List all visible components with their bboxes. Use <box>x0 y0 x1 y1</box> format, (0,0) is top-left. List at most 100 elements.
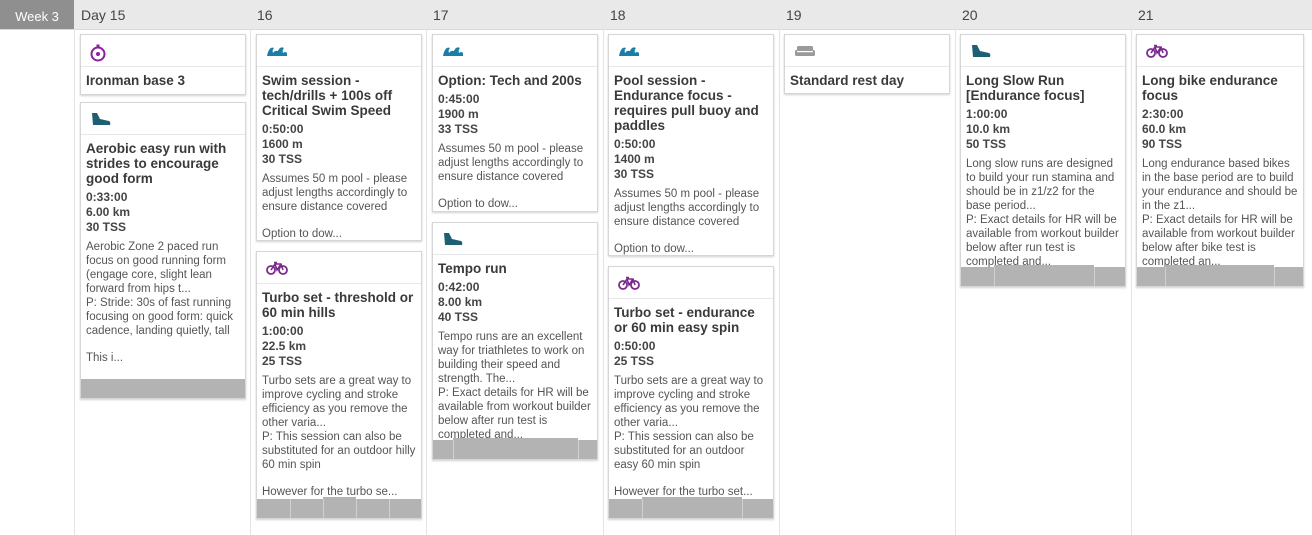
day-header-19: 19 <box>786 7 802 23</box>
column-divider <box>603 29 604 535</box>
workout-more-text: This i... <box>86 352 124 364</box>
workout-more-text: Option to dow... <box>262 228 342 240</box>
workout-title: Long bike endurance focus <box>1142 73 1278 103</box>
workout-duration: 1:00:00 <box>966 107 1008 121</box>
card-icon-row <box>785 35 949 67</box>
workout-description: Assumes 50 m pool - please adjust length… <box>438 143 584 183</box>
workout-card-turbo-threshold[interactable]: Turbo set - threshold or 60 min hills 1:… <box>256 251 422 519</box>
workout-title: Turbo set - threshold or 60 min hills <box>262 290 414 320</box>
workout-card-turbo-endurance[interactable]: Turbo set - endurance or 60 min easy spi… <box>608 266 774 519</box>
day-header-18: 18 <box>610 7 626 23</box>
week-header: Week 3 Day 15 16 17 18 19 20 21 <box>0 0 1312 30</box>
workout-tss: 33 TSS <box>438 122 479 136</box>
swim-wave-icon <box>618 44 639 58</box>
workout-title: Turbo set - endurance or 60 min easy spi… <box>614 305 755 335</box>
workout-more-text: However for the turbo set... <box>614 486 753 498</box>
column-divider <box>426 29 427 535</box>
workout-card-tempo-run[interactable]: Tempo run 0:42:00 8.00 km 40 TSS Tempo r… <box>432 222 598 460</box>
card-icon-row <box>1137 35 1303 67</box>
workout-tss: 50 TSS <box>966 137 1007 151</box>
workout-more-text: Option to dow... <box>614 243 694 255</box>
workout-card-swim-tech[interactable]: Swim session - tech/drills + 100s off Cr… <box>256 34 422 241</box>
card-footer-bar <box>961 265 1125 286</box>
workout-title: Long Slow Run [Endurance focus] <box>966 73 1085 103</box>
bike-icon <box>1146 44 1168 58</box>
workout-tss: 30 TSS <box>262 152 303 166</box>
workout-more-text: Option to dow... <box>438 198 518 210</box>
workout-distance: 6.00 km <box>86 205 131 219</box>
workout-distance: 1600 m <box>262 137 303 151</box>
workout-description: Long endurance based bikes in the base p… <box>1142 158 1298 268</box>
column-divider <box>1131 29 1132 535</box>
column-divider <box>250 29 251 535</box>
day-header-20: 20 <box>962 7 978 23</box>
workout-duration: 0:33:00 <box>86 190 128 204</box>
card-footer-bar <box>433 438 597 459</box>
column-divider <box>779 29 780 535</box>
workout-card-swim-200s[interactable]: Option: Tech and 200s 0:45:00 1900 m 33 … <box>432 34 598 212</box>
workout-title: Tempo run <box>438 261 507 276</box>
workout-duration: 0:50:00 <box>262 122 304 136</box>
card-icon-row <box>609 35 773 67</box>
workout-title: Standard rest day <box>790 73 905 88</box>
workout-card-rest-day[interactable]: Standard rest day <box>784 34 950 94</box>
card-icon-row <box>961 35 1125 67</box>
workout-distance: 1400 m <box>614 152 655 166</box>
workout-title: Aerobic easy run with strides to encoura… <box>86 141 227 186</box>
card-footer-bar <box>609 497 773 518</box>
workout-tss: 25 TSS <box>262 354 303 368</box>
workout-card-ironman-base[interactable]: Ironman base 3 <box>80 34 246 95</box>
week-label: Week 3 <box>0 0 74 29</box>
day-header-16: 16 <box>257 7 273 23</box>
workout-description: Assumes 50 m pool - please adjust length… <box>262 173 408 213</box>
workout-more-text: However for the turbo se... <box>262 486 398 498</box>
bike-icon <box>618 276 640 290</box>
swim-wave-icon <box>442 44 463 58</box>
workout-duration: 1:00:00 <box>262 324 304 338</box>
workout-tss: 40 TSS <box>438 310 479 324</box>
workout-card-long-bike[interactable]: Long bike endurance focus 2:30:00 60.0 k… <box>1136 34 1304 287</box>
workout-distance: 22.5 km <box>262 339 307 353</box>
workout-card-long-slow-run[interactable]: Long Slow Run [Endurance focus] 1:00:00 … <box>960 34 1126 287</box>
card-footer-bar <box>257 497 421 518</box>
workout-duration: 0:45:00 <box>438 92 480 106</box>
running-shoe-icon <box>970 44 991 58</box>
workout-duration: 0:42:00 <box>438 280 480 294</box>
day-header-17: 17 <box>433 7 449 23</box>
workout-card-pool-endurance[interactable]: Pool session - Endurance focus - require… <box>608 34 774 256</box>
card-icon-row <box>81 103 245 135</box>
workout-duration: 0:50:00 <box>614 137 656 151</box>
couch-icon <box>794 44 815 58</box>
day-header-21: 21 <box>1138 7 1154 23</box>
workout-distance: 60.0 km <box>1142 122 1187 136</box>
card-icon-row <box>433 35 597 67</box>
workout-tss: 90 TSS <box>1142 137 1183 151</box>
workout-card-aerobic-run[interactable]: Aerobic easy run with strides to encoura… <box>80 102 246 399</box>
swim-wave-icon <box>266 44 287 58</box>
workout-description: Long slow runs are designed to build you… <box>966 158 1119 268</box>
card-icon-row <box>81 35 245 67</box>
day-header-15: Day 15 <box>81 7 126 23</box>
bike-icon <box>266 261 288 275</box>
stopwatch-icon <box>90 44 110 62</box>
workout-tss: 30 TSS <box>614 167 655 181</box>
workout-title: Pool session - Endurance focus - require… <box>614 73 759 133</box>
workout-tss: 30 TSS <box>86 220 127 234</box>
workout-description: Turbo sets are a great way to improve cy… <box>614 375 764 471</box>
workout-tss: 25 TSS <box>614 354 655 368</box>
workout-duration: 0:50:00 <box>614 339 656 353</box>
workout-distance: 1900 m <box>438 107 479 121</box>
workout-title: Option: Tech and 200s <box>438 73 582 88</box>
workout-title: Ironman base 3 <box>86 73 186 88</box>
workout-title: Swim session - tech/drills + 100s off Cr… <box>262 73 393 118</box>
card-icon-row <box>257 252 421 284</box>
workout-description: Assumes 50 m pool - please adjust length… <box>614 188 760 228</box>
card-icon-row <box>609 267 773 299</box>
card-footer-bar <box>1137 265 1303 286</box>
workout-description: Turbo sets are a great way to improve cy… <box>262 375 416 471</box>
column-divider <box>955 29 956 535</box>
running-shoe-icon <box>442 232 463 246</box>
card-footer-bar <box>81 379 245 398</box>
card-icon-row <box>433 223 597 255</box>
workout-duration: 2:30:00 <box>1142 107 1184 121</box>
